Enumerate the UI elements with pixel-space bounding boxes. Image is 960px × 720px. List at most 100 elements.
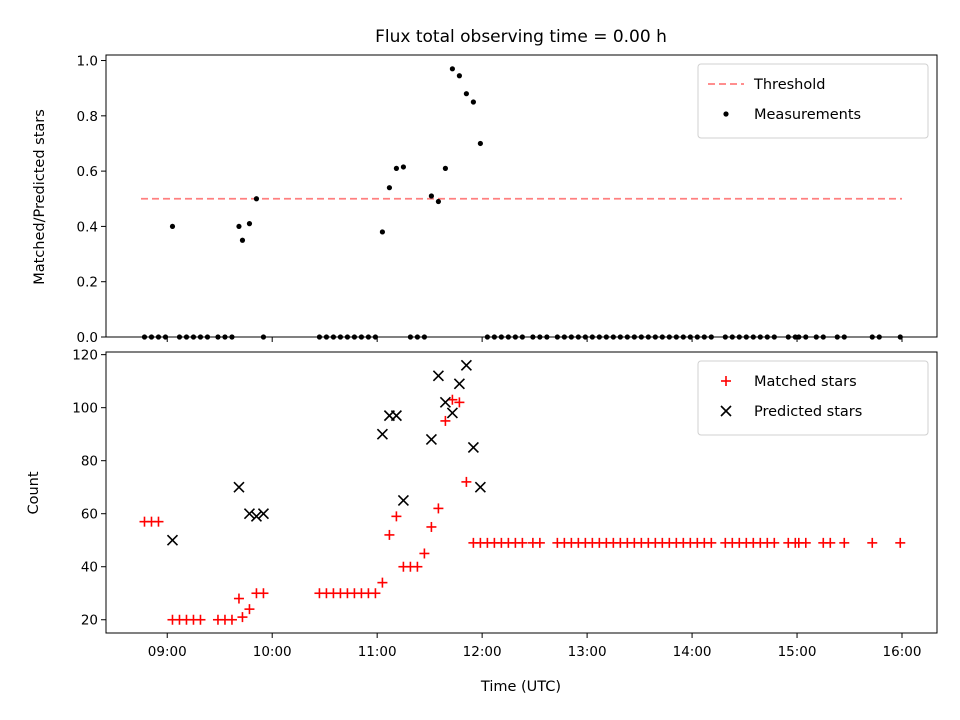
legend-label: Threshold [753,77,825,93]
legend-matched-swatch [721,376,731,386]
matched-star-point [244,604,255,615]
matched-star-point [391,511,402,522]
measurement-point [428,193,435,199]
measurement-point [169,223,176,230]
matched-star-point [426,521,437,532]
y-tick-label: 0.2 [77,275,98,291]
measurement-point [386,185,393,191]
matched-star-point [867,537,878,548]
matched-star-point [258,588,269,599]
matched-star-point [825,537,836,548]
matched-star-point [534,537,545,548]
matched-star-point [195,614,206,625]
y-tick-label: 0.6 [77,164,98,180]
matched-star-point [839,537,850,548]
matched-star-point [384,529,395,540]
top-panel: 0.0 0.2 0.4 0.6 0.8 1.0 Threshold Measurements [77,54,938,346]
measurement-point [456,73,462,79]
measurement-point [463,91,469,97]
predicted-star-point [390,410,402,422]
matched-star-point [377,577,388,588]
matched-star-point [412,561,423,572]
legend: Threshold Measurements [697,63,929,139]
predicted-star-point [397,494,409,507]
measurement-point [442,165,448,171]
matched-star-point [233,593,244,604]
y-tick-label: 0.8 [77,109,98,125]
predicted-star-point [250,510,263,522]
measurement-point [400,164,407,170]
legend-measurement-swatch [723,111,729,117]
legend-box [697,360,929,436]
measurement-point [393,165,400,171]
predicted-star-point [376,428,388,440]
y-tick-label: 80 [81,454,98,470]
predicted-star-point [425,433,437,446]
matched-star-point [769,537,780,548]
y-tick-label: 100 [72,401,98,417]
x-tick-label: 11:00 [358,644,397,660]
matched-star-point [419,548,430,559]
x-tick-label: 13:00 [568,644,607,660]
legend-label: Predicted stars [754,404,862,420]
y-tick-label: 1.0 [77,54,98,70]
measurement-point [477,140,483,147]
y-tick-label: 0.0 [77,330,98,346]
matched-star-point [226,614,237,625]
axes-frame [105,54,938,338]
predicted-star-point [446,407,458,419]
y-tick-label: 0.4 [77,219,98,235]
predicted-star-point [439,396,451,408]
measurement-point [246,221,253,227]
matched-star-point [370,588,381,599]
matched-star-point [461,476,472,487]
predicted-star-point [474,481,486,493]
measurement-point [379,229,386,235]
x-tick-label: 12:00 [463,644,502,660]
matched-star-point [895,537,906,548]
bottom-panel: 20 40 60 80 100 120 09:00 10:00 11:00 12:00 13:00 1… [72,348,938,660]
matched-star-point [433,503,444,514]
predicted-star-point [233,481,245,493]
chart-title: Flux total observing time = 0.00 h [375,27,667,47]
measurement-point [449,66,455,72]
predicted-star-point [257,508,270,520]
predicted-star-point [460,359,472,371]
predicted-star-point [453,378,465,390]
legend-predicted-swatch [720,405,732,417]
x-tick-label: 10:00 [253,644,292,660]
legend-box [697,63,929,139]
legend-label: Measurements [754,107,861,123]
x-axis-label: Time (UTC) [480,679,561,695]
matched-star-point [517,537,528,548]
matched-star-point [440,415,451,426]
y-tick-label: 20 [81,613,98,629]
predicted-star-point [166,534,179,546]
matched-star-point [237,612,248,623]
matched-star-point [800,537,811,548]
measurement-point [236,223,242,230]
axes-frame [105,351,938,634]
y-tick-label: 40 [81,560,98,576]
matched-star-point [706,537,717,548]
measurement-point [253,196,260,202]
matched-star-point [454,397,465,408]
x-tick-label: 14:00 [673,644,712,660]
y-tick-label: 120 [72,348,98,364]
measurement-point [239,237,246,243]
x-tick-label: 15:00 [778,644,817,660]
x-tick-label: 09:00 [148,644,187,660]
legend: Matched stars Predicted stars [697,360,929,436]
predicted-star-point [243,508,256,520]
predicted-star-point [432,370,444,382]
legend-label: Matched stars [754,374,857,390]
y-tick-label: 60 [81,507,98,523]
x-tick-label: 16:00 [883,644,922,660]
measurement-point [435,198,441,205]
predicted-star-point [467,441,479,453]
matched-star-point [153,516,164,527]
bottom-y-axis-label: Count [26,471,42,514]
measurement-point [470,99,476,105]
top-y-axis-label: Matched/Predicted stars [32,109,48,285]
